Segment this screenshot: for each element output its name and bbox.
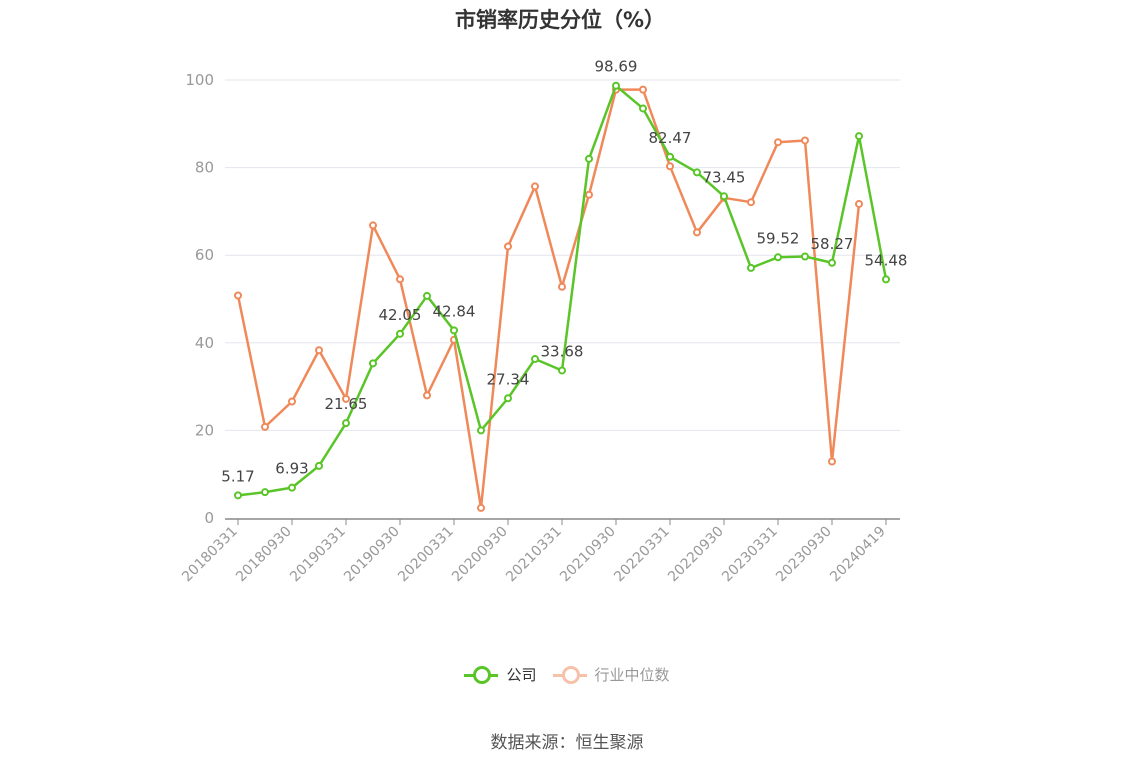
data-label: 33.68 xyxy=(541,342,584,360)
y-tick-label: 80 xyxy=(195,159,214,177)
legend-swatch-company xyxy=(464,665,499,684)
y-tick-label: 100 xyxy=(185,71,214,89)
x-tick-label: 20220331 xyxy=(611,524,673,586)
series-line-industry-median xyxy=(236,88,861,510)
data-point[interactable] xyxy=(828,457,836,466)
data-label: 21.65 xyxy=(325,395,368,413)
data-point[interactable] xyxy=(855,132,863,141)
data-point[interactable] xyxy=(747,198,755,207)
x-tick-label: 20190930 xyxy=(341,524,403,586)
data-point[interactable] xyxy=(558,282,566,291)
data-point[interactable] xyxy=(396,275,404,284)
data-point[interactable] xyxy=(585,190,593,199)
data-point[interactable] xyxy=(774,138,782,147)
x-tick-label: 20200930 xyxy=(449,524,511,586)
x-tick-label: 20180930 xyxy=(233,524,295,586)
data-point[interactable] xyxy=(693,168,701,177)
legend: 公司 行业中位数 xyxy=(0,664,1134,685)
data-point[interactable] xyxy=(720,192,728,201)
x-tick-label: 20220930 xyxy=(665,524,727,586)
data-point[interactable] xyxy=(666,152,674,161)
data-point[interactable] xyxy=(315,461,323,470)
x-tick-label: 20180331 xyxy=(179,524,241,586)
data-point[interactable] xyxy=(531,182,539,191)
y-tick-label: 60 xyxy=(195,246,214,264)
x-tick-label: 20230930 xyxy=(773,524,835,586)
legend-swatch-industry-median xyxy=(552,665,587,684)
data-point[interactable] xyxy=(234,491,242,500)
data-point[interactable] xyxy=(693,228,701,237)
data-point[interactable] xyxy=(774,253,782,262)
x-tick-label: 20200331 xyxy=(395,524,457,586)
legend-label-company: 公司 xyxy=(506,666,537,684)
x-tick-label: 20190331 xyxy=(287,524,349,586)
data-point[interactable] xyxy=(612,81,620,90)
legend-label-industry-median: 行业中位数 xyxy=(594,666,670,684)
data-point[interactable] xyxy=(369,359,377,368)
data-point[interactable] xyxy=(396,329,404,338)
y-tick-label: 0 xyxy=(204,509,214,527)
data-point[interactable] xyxy=(801,252,809,261)
data-point[interactable] xyxy=(288,483,296,492)
data-label: 5.17 xyxy=(221,467,254,485)
data-point[interactable] xyxy=(261,488,269,497)
source-note: 数据来源：恒生聚源 xyxy=(490,733,644,753)
data-point[interactable] xyxy=(639,104,647,113)
data-label: 42.05 xyxy=(379,306,422,324)
y-tick-label: 40 xyxy=(195,334,214,352)
data-point[interactable] xyxy=(504,394,512,403)
data-point[interactable] xyxy=(747,263,755,272)
data-point[interactable] xyxy=(315,346,323,355)
data-point[interactable] xyxy=(423,391,431,400)
data-point[interactable] xyxy=(801,136,809,145)
data-label: 58.27 xyxy=(811,235,854,253)
x-tick-label: 20230331 xyxy=(719,524,781,586)
data-point[interactable] xyxy=(504,242,512,251)
data-point[interactable] xyxy=(288,397,296,406)
data-point[interactable] xyxy=(477,426,485,435)
x-tick-label: 20210930 xyxy=(557,524,619,586)
data-point[interactable] xyxy=(666,162,674,171)
data-point[interactable] xyxy=(342,419,350,428)
legend-item-industry-median[interactable]: 行业中位数 xyxy=(552,664,670,685)
legend-item-company[interactable]: 公司 xyxy=(464,664,537,685)
data-label: 6.93 xyxy=(275,460,308,478)
data-point[interactable] xyxy=(855,199,863,208)
data-point[interactable] xyxy=(558,366,566,375)
data-label: 82.47 xyxy=(649,129,692,147)
data-point[interactable] xyxy=(369,221,377,230)
data-point[interactable] xyxy=(882,275,890,284)
data-point[interactable] xyxy=(423,291,431,300)
chart-title: 市销率历史分位（%） xyxy=(454,8,666,32)
data-label: 27.34 xyxy=(487,370,530,388)
x-tick-label: 20240419 xyxy=(827,524,889,586)
y-tick-label: 20 xyxy=(195,421,214,439)
data-label: 54.48 xyxy=(865,251,908,269)
data-point[interactable] xyxy=(261,422,269,431)
data-point[interactable] xyxy=(477,503,485,512)
data-point[interactable] xyxy=(234,291,242,300)
data-label: 59.52 xyxy=(757,229,800,247)
x-tick-label: 20210331 xyxy=(503,524,565,586)
data-point[interactable] xyxy=(450,326,458,335)
data-point[interactable] xyxy=(585,154,593,163)
data-point[interactable] xyxy=(639,85,647,94)
data-point[interactable] xyxy=(828,258,836,267)
data-point[interactable] xyxy=(342,394,350,403)
data-point[interactable] xyxy=(531,355,539,364)
data-label: 42.84 xyxy=(433,302,476,320)
data-label: 73.45 xyxy=(703,168,746,186)
data-label: 98.69 xyxy=(595,58,638,76)
